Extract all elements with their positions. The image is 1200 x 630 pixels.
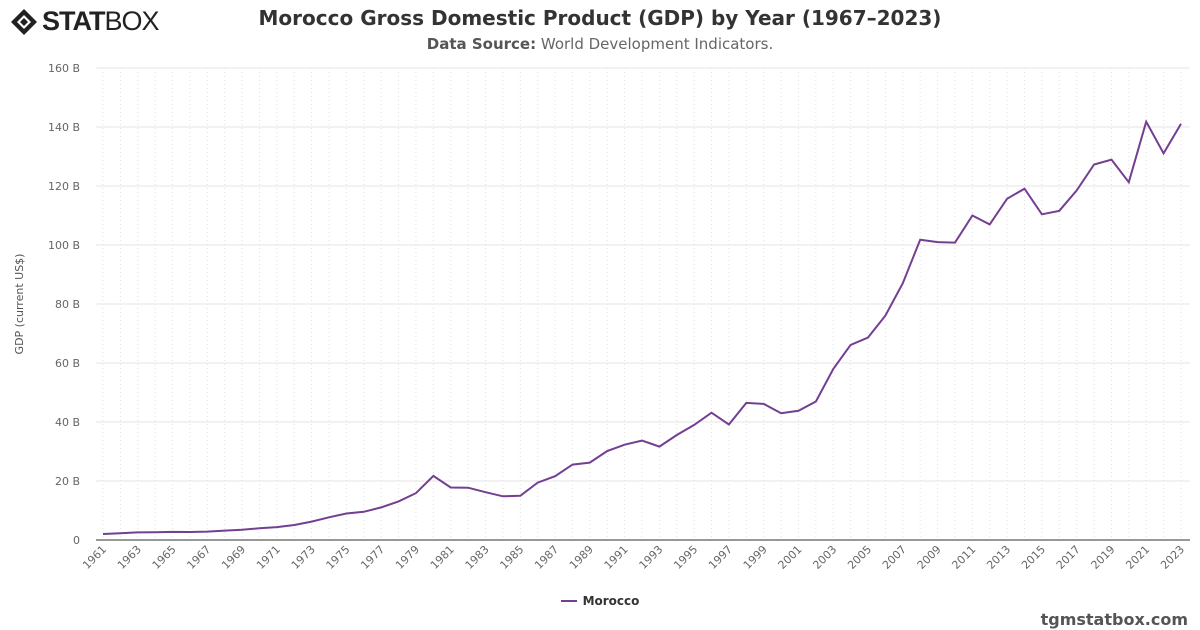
- x-tick-label: 1997: [706, 543, 735, 572]
- x-tick-label: 2013: [984, 543, 1013, 572]
- logo-light: BOX: [104, 6, 160, 36]
- y-tick-label: 0: [73, 534, 80, 547]
- legend-label: Morocco: [582, 594, 640, 608]
- x-tick-label: 1969: [219, 543, 248, 572]
- x-tick-label: 1987: [532, 543, 561, 572]
- x-tick-label: 2023: [1158, 543, 1187, 572]
- x-tick-label: 1983: [463, 543, 492, 572]
- diamond-logo-icon: [11, 8, 37, 35]
- statbox-logo: STATBOX: [10, 6, 160, 37]
- subtitle-text: World Development Indicators.: [536, 35, 774, 53]
- y-tick-label: 140 B: [48, 121, 80, 134]
- x-tick-label: 1961: [80, 543, 109, 572]
- y-tick-label: 20 B: [55, 475, 80, 488]
- x-tick-label: 1995: [671, 543, 700, 572]
- y-tick-label: 60 B: [55, 357, 80, 370]
- grid: [96, 67, 1190, 540]
- x-tick-label: 1991: [602, 543, 631, 572]
- x-tick-label: 2017: [1054, 543, 1083, 572]
- x-tick-label: 1979: [393, 543, 422, 572]
- subtitle-label: Data Source:: [426, 35, 537, 53]
- x-tick-label: 2011: [949, 543, 978, 572]
- x-tick-label: 1989: [567, 543, 596, 572]
- chart-subtitle: Data Source: World Development Indicator…: [0, 35, 1200, 53]
- x-tick-label: 1981: [428, 543, 457, 572]
- y-tick-label: 120 B: [48, 180, 80, 193]
- y-tick-label: 80 B: [55, 298, 80, 311]
- x-tick-label: 1999: [741, 543, 770, 572]
- legend-swatch: [560, 600, 577, 602]
- x-tick-label: 1977: [358, 543, 387, 572]
- x-tick-label: 1973: [289, 543, 318, 572]
- x-tick-label: 1993: [637, 543, 666, 572]
- x-tick-label: 1967: [184, 543, 213, 572]
- series-line-morocco[interactable]: [102, 119, 1182, 535]
- y-tick-label: 100 B: [48, 239, 80, 252]
- x-tick-label: 1985: [497, 543, 526, 572]
- chart-title: Morocco Gross Domestic Product (GDP) by …: [258, 6, 942, 30]
- x-tick-label: 2015: [1019, 543, 1048, 572]
- y-tick-label: 40 B: [55, 416, 80, 429]
- x-tick-label: 2019: [1089, 543, 1118, 572]
- x-tick-label: 2001: [776, 543, 805, 572]
- x-tick-label: 2021: [1123, 543, 1152, 572]
- legend[interactable]: Morocco: [0, 594, 1200, 608]
- logo-bold: STAT: [42, 6, 105, 36]
- x-tick-label: 1975: [324, 543, 353, 572]
- watermark: tgmstatbox.com: [1040, 610, 1188, 629]
- x-tick-label: 2007: [880, 543, 909, 572]
- x-tick-label: 1971: [254, 543, 283, 572]
- x-tick-label: 2005: [845, 543, 874, 572]
- y-axis-label: GDP (current US$): [13, 254, 26, 355]
- y-tick-label: 160 B: [48, 62, 80, 75]
- x-tick-label: 1965: [150, 543, 179, 572]
- x-axis-ticks: 1961 1963 1965 1967 1969 1971 1973 1975 1977 1979…: [80, 543, 1187, 572]
- y-axis-ticks: 0 20 B 40 B 60 B 80 B 100 B 120 B 140 B 160 B: [48, 62, 80, 547]
- x-tick-label: 2003: [810, 543, 839, 572]
- x-tick-label: 1963: [115, 543, 144, 572]
- x-tick-label: 2009: [915, 543, 944, 572]
